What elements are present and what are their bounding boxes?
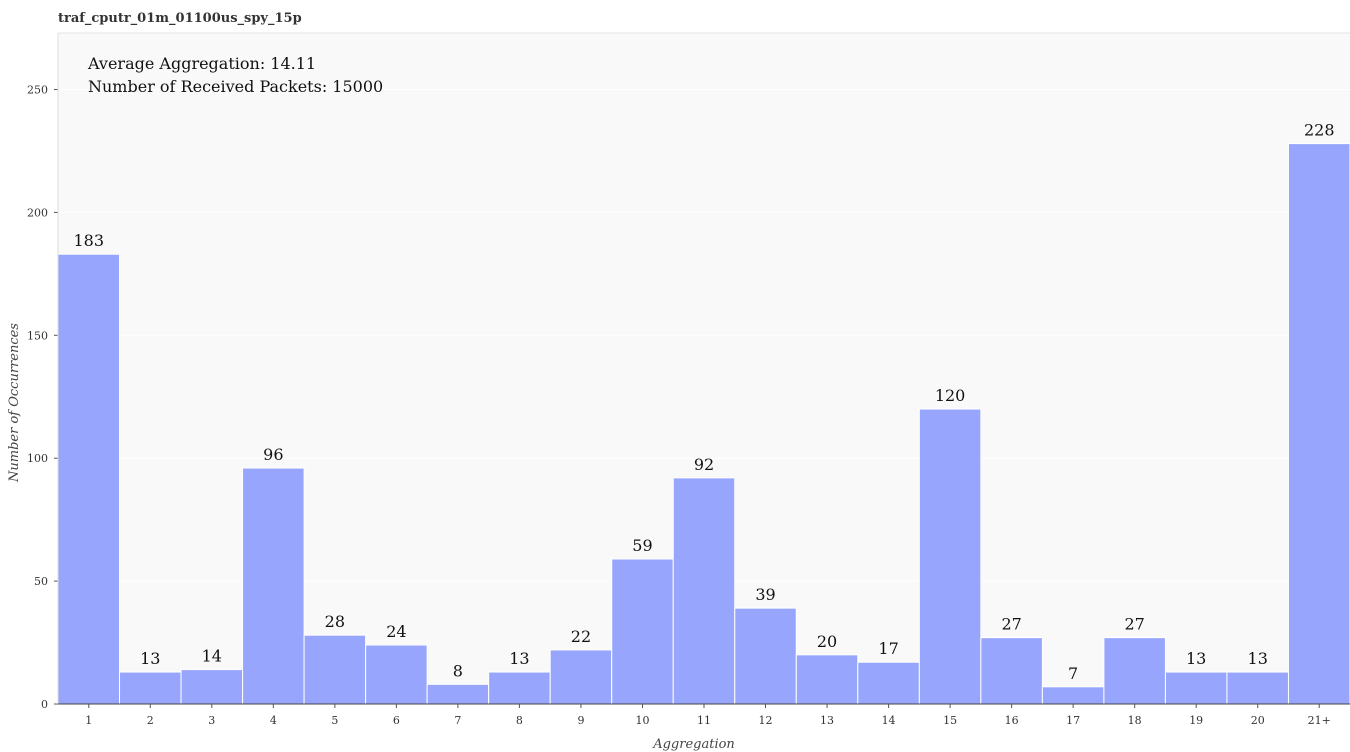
bar (857, 661, 920, 705)
bar (980, 637, 1043, 705)
y-axis-title: Number of Occurrences (7, 323, 22, 483)
bar-value-label: 120 (935, 386, 966, 405)
bar (1041, 686, 1105, 705)
y-tick-label: 250 (27, 84, 48, 97)
bar (611, 558, 674, 705)
y-tick-label: 50 (34, 575, 48, 588)
bar-value-label: 17 (878, 639, 898, 658)
bar-value-label: 27 (1001, 615, 1021, 634)
y-tick-label: 200 (27, 206, 48, 219)
bar (488, 671, 551, 705)
x-tick-label: 4 (270, 714, 277, 727)
x-axis-title: Aggregation (652, 737, 735, 752)
x-tick-label: 19 (1189, 714, 1203, 727)
bar (303, 634, 367, 705)
bar (1164, 671, 1228, 705)
x-tick-label: 6 (393, 714, 400, 727)
bars (57, 143, 1350, 705)
bar-value-label: 183 (73, 231, 104, 250)
y-tick-label: 100 (27, 452, 48, 465)
bar (1226, 671, 1289, 705)
bar (180, 669, 244, 705)
annotation-packets: Number of Received Packets: 15000 (88, 77, 383, 96)
x-tick-label: 17 (1066, 714, 1080, 727)
x-tick-label: 18 (1128, 714, 1142, 727)
bar-value-label: 96 (263, 445, 283, 464)
bar (918, 408, 982, 705)
bar-value-label: 13 (509, 649, 529, 668)
bar-value-label: 8 (453, 661, 463, 680)
data-labels: 183 13 14 96 28 24 8 13 22 59 92 39 20 17 120 27 7 27 13 13… (73, 121, 1334, 683)
bar-value-label: 24 (386, 622, 406, 641)
bar (795, 654, 859, 705)
bar-value-label: 20 (817, 632, 837, 651)
bar-value-label: 39 (755, 585, 775, 604)
x-tick-label: 20 (1251, 714, 1265, 727)
x-tick-label: 2 (147, 714, 154, 727)
bar-value-label: 13 (1248, 649, 1268, 668)
x-tick-label: 7 (454, 714, 461, 727)
x-tick-label: 1 (85, 714, 92, 727)
bar-value-label: 27 (1124, 615, 1144, 634)
y-tick-label: 0 (41, 698, 48, 711)
bar (549, 649, 613, 705)
chart-title: traf_cputr_01m_01100us_spy_15p (58, 11, 302, 26)
bar (119, 671, 182, 705)
bar-value-label: 22 (571, 627, 591, 646)
bar (426, 683, 490, 705)
bar (734, 607, 797, 705)
bar-value-label: 28 (325, 612, 345, 631)
bar (242, 467, 305, 705)
x-tick-label: 11 (697, 714, 711, 727)
bar-value-label: 13 (1186, 649, 1206, 668)
bar (57, 253, 121, 705)
x-tick-label: 14 (882, 714, 896, 727)
bar-value-label: 13 (140, 649, 160, 668)
bar (1103, 637, 1166, 705)
bar-value-label: 14 (202, 647, 222, 666)
bar (365, 644, 428, 705)
x-tick-label: 8 (516, 714, 523, 727)
x-tick-label: 21+ (1308, 714, 1331, 727)
annotation-average: Average Aggregation: 14.11 (87, 54, 316, 73)
bar-value-label: 7 (1068, 664, 1078, 683)
bar (1287, 143, 1350, 705)
x-tick-label: 10 (635, 714, 649, 727)
x-tick-label: 12 (759, 714, 773, 727)
bar (672, 477, 736, 705)
x-tick-label: 5 (331, 714, 338, 727)
x-tick-label: 3 (208, 714, 215, 727)
y-tick-label: 150 (27, 329, 48, 342)
x-tick-label: 9 (577, 714, 584, 727)
x-tick-label: 16 (1005, 714, 1019, 727)
bar-value-label: 59 (632, 536, 652, 555)
x-tick-label: 13 (820, 714, 834, 727)
x-tick-label: 15 (943, 714, 957, 727)
bar-value-label: 228 (1304, 121, 1335, 140)
bar-value-label: 92 (694, 455, 714, 474)
